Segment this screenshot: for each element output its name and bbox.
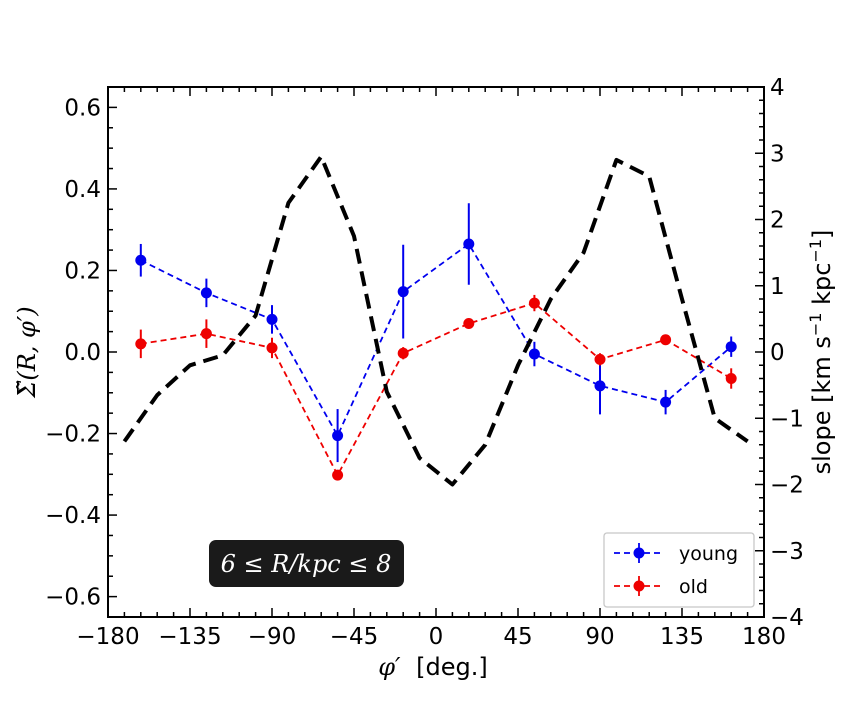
y-right-tick-label: −2 [770, 473, 804, 499]
chart-root: −180 −135 −90 −45 0 45 90 135 180 −0.6 −0.4 −0.2 0.0… [0, 0, 851, 709]
series-young-point [201, 287, 212, 298]
series-slope-line [124, 157, 747, 485]
series-young-point [398, 286, 409, 297]
y-axis-right-title: slope [km s−1 kpc−1] [806, 230, 836, 475]
series-old-point [660, 334, 671, 345]
series-layer [124, 157, 747, 485]
chart-svg: −180 −135 −90 −45 0 45 90 135 180−0.6−0.4−0.20.0… [0, 0, 851, 709]
x-tick-label: −90 [248, 624, 297, 650]
x-tick-label: 135 [660, 624, 704, 650]
series-old-point [463, 318, 474, 329]
legend: young old [604, 533, 754, 607]
series-old-point [332, 470, 343, 481]
y-left-tick-label: −0.6 [45, 585, 101, 611]
series-old-point [201, 328, 212, 339]
annotation-box: 6 ≤ R/kpc ≤ 8 [209, 540, 404, 587]
series-young-point [332, 430, 343, 441]
x-tick-label: 90 [585, 624, 614, 650]
series-old-point [135, 338, 146, 349]
y-left-tick-label: 0.6 [64, 95, 101, 121]
series-young-point [595, 380, 606, 391]
y-left-tick-label: 0.4 [64, 177, 101, 203]
legend-young-marker [634, 548, 645, 559]
series-old-point [398, 348, 409, 359]
y-right-tick-label: 0 [770, 340, 785, 366]
series-young-line [141, 244, 731, 436]
x-tick-label: 45 [503, 624, 532, 650]
y-right-tick-label: 4 [770, 75, 785, 101]
x-axis-title: φ′ [deg.] [378, 653, 488, 681]
annotation-text: 6 ≤ R/kpc ≤ 8 [221, 550, 392, 578]
series-young-point [267, 314, 278, 325]
series-young-point [726, 341, 737, 352]
y-right-tick-label: 3 [770, 141, 785, 167]
y-axis-left-title: Σ̃(R, φ′) [13, 306, 41, 398]
y-right-tick-label: −3 [770, 539, 804, 565]
y-right-tick-label: 1 [770, 274, 785, 300]
y-left-tick-label: −0.2 [45, 422, 101, 448]
series-young-point [463, 238, 474, 249]
y-right-tick-label: −1 [770, 406, 804, 432]
series-old-point [595, 354, 606, 365]
y-right-tick-label: 2 [770, 208, 785, 234]
x-tick-label: 0 [429, 624, 444, 650]
series-old-point [726, 373, 737, 384]
series-young-point [135, 255, 146, 266]
y-right-tick-label: −4 [770, 605, 804, 631]
y-left-tick-label: 0.2 [64, 258, 101, 284]
legend-old-label: old [679, 576, 708, 598]
x-tick-label: −45 [330, 624, 379, 650]
legend-young-label: young [679, 543, 738, 565]
y-left-tick-label: −0.4 [45, 503, 101, 529]
series-old-line [141, 303, 731, 475]
series-young-point [660, 397, 671, 408]
series-old-point [267, 342, 278, 353]
y-left-tick-label: 0.0 [64, 340, 101, 366]
x-tick-label: −180 [76, 624, 139, 650]
series-young-point [529, 349, 540, 360]
legend-old-marker [634, 581, 645, 592]
series-old-point [529, 298, 540, 309]
x-tick-label: −135 [158, 624, 221, 650]
